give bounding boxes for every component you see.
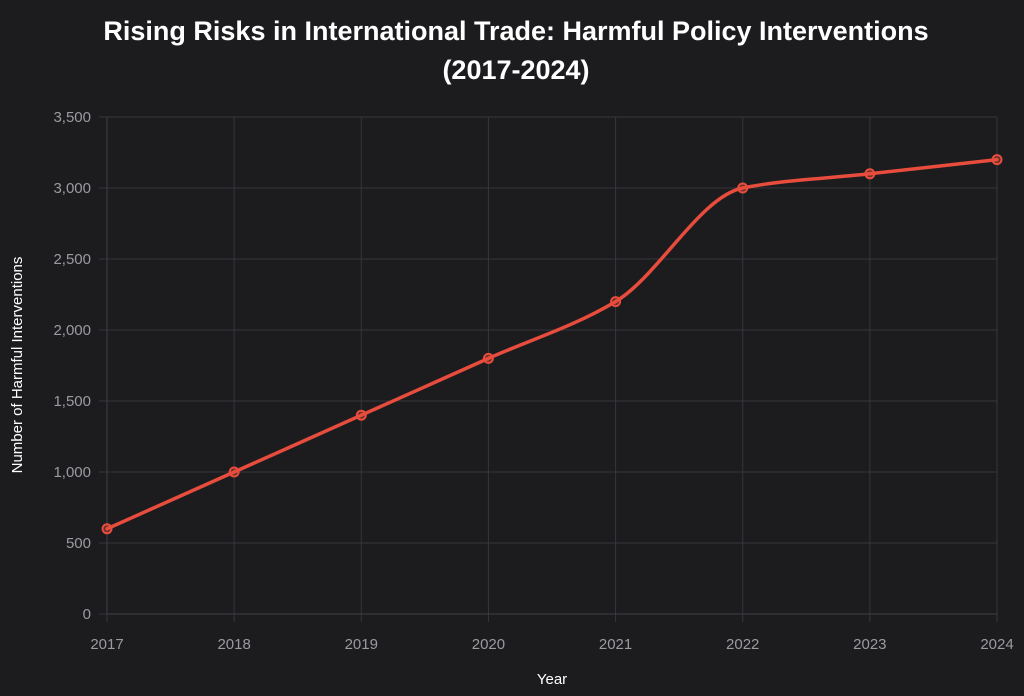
- x-tick-label: 2017: [90, 636, 123, 653]
- chart-title-line-2: (2017-2024): [442, 55, 589, 85]
- y-axis-label: Number of Harmful Interventions: [9, 257, 26, 474]
- x-tick-label: 2023: [853, 636, 886, 653]
- grid: [99, 116, 998, 622]
- x-tick-label: 2020: [472, 636, 505, 653]
- x-axis-label: Year: [537, 671, 567, 688]
- data-point[interactable]: [991, 154, 1003, 166]
- data-point[interactable]: [482, 352, 494, 364]
- series-layer: [101, 154, 1003, 535]
- data-point[interactable]: [737, 182, 749, 194]
- data-point[interactable]: [228, 466, 240, 478]
- y-tick-label: 3,500: [53, 109, 91, 126]
- x-tick-label: 2019: [345, 636, 378, 653]
- x-tick-label: 2021: [599, 636, 632, 653]
- x-tick-label: 2022: [726, 636, 759, 653]
- y-tick-label: 500: [66, 535, 91, 552]
- y-tick-label: 0: [83, 606, 91, 623]
- chart-title-line-1: Rising Risks in International Trade: Har…: [103, 16, 928, 46]
- y-tick-label: 2,000: [53, 322, 91, 339]
- x-tick-label: 2024: [980, 636, 1013, 653]
- y-tick-label: 1,000: [53, 464, 91, 481]
- data-point[interactable]: [355, 409, 367, 421]
- data-point[interactable]: [101, 523, 113, 535]
- x-tick-label: 2018: [217, 636, 250, 653]
- series-line: [105, 157, 999, 531]
- y-tick-label: 1,500: [53, 393, 91, 410]
- data-point[interactable]: [864, 168, 876, 180]
- y-tick-label: 2,500: [53, 251, 91, 268]
- labels: Rising Risks in International Trade: Har…: [9, 16, 929, 688]
- data-point[interactable]: [610, 296, 622, 308]
- y-tick-label: 3,000: [53, 180, 91, 197]
- axes: 0 500 1,000 1,500 2,000 2,500 3,000 3,500 2017 20…: [53, 109, 1013, 653]
